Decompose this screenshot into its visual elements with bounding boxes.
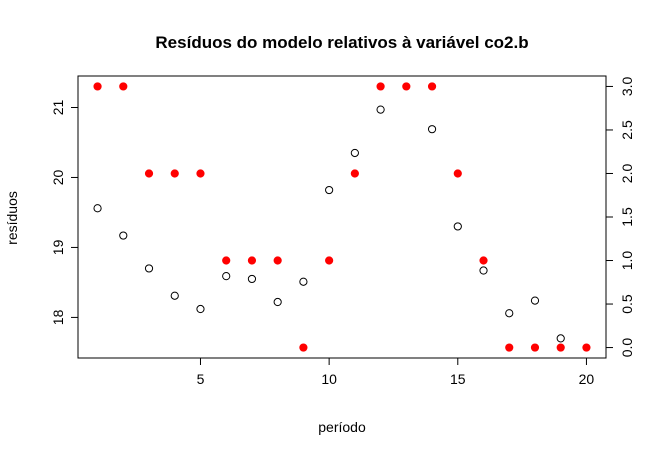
data-point-co2b xyxy=(402,82,411,91)
data-point-co2b xyxy=(582,343,591,352)
data-point-residual xyxy=(247,274,257,284)
data-point-co2b xyxy=(479,256,488,265)
data-point-residual xyxy=(299,277,308,286)
data-point-residual xyxy=(505,309,514,318)
series-co2b xyxy=(93,82,591,352)
data-point-co2b xyxy=(170,169,179,178)
x-axis-label: período xyxy=(318,419,366,435)
data-point-residual xyxy=(556,334,565,343)
data-point-residual xyxy=(144,264,154,273)
data-point-co2b xyxy=(144,169,154,178)
data-point-co2b xyxy=(196,169,205,178)
data-point-residual xyxy=(427,125,437,134)
y2-tick-label: 0.0 xyxy=(619,338,635,358)
data-point-co2b xyxy=(119,82,128,91)
data-point-co2b xyxy=(299,343,308,352)
data-point-residual xyxy=(170,291,179,300)
data-point-co2b xyxy=(325,256,334,265)
plot-area-frame xyxy=(77,75,607,359)
data-point-residual xyxy=(350,148,359,158)
data-point-residual xyxy=(222,272,231,281)
x-tick-label: 10 xyxy=(321,371,337,387)
y-axis-right: 0.0 0.5 1.0 1.5 2.0 2.5 3.0 xyxy=(605,77,635,358)
data-point-co2b xyxy=(505,343,514,352)
y-axis-left: 18 19 20 21 xyxy=(50,99,79,325)
x-tick-label: 20 xyxy=(579,371,595,387)
chart-title: Resíduos do modelo relativos à variável … xyxy=(155,33,528,52)
y-axis-label: resíduos xyxy=(4,191,20,245)
y-tick-label: 20 xyxy=(50,169,66,185)
y2-tick-label: 3.0 xyxy=(619,77,635,97)
data-point-co2b xyxy=(222,256,231,265)
x-tick-label: 15 xyxy=(450,371,466,387)
data-point-co2b xyxy=(350,169,359,178)
x-tick-label: 5 xyxy=(197,371,205,387)
y-tick-label: 19 xyxy=(50,239,66,255)
data-point-residual xyxy=(119,231,128,240)
data-point-co2b xyxy=(376,82,385,91)
y2-tick-label: 1.5 xyxy=(619,207,635,227)
y-tick-label: 21 xyxy=(50,99,66,115)
y2-tick-label: 1.0 xyxy=(619,251,635,271)
data-point-co2b xyxy=(453,169,462,178)
data-point-residual xyxy=(453,222,462,231)
data-point-residual xyxy=(273,297,282,307)
data-point-residual xyxy=(325,185,334,195)
data-point-residual xyxy=(376,105,385,114)
data-point-co2b xyxy=(247,256,257,265)
data-point-residual xyxy=(93,204,102,213)
series-residuals xyxy=(93,105,565,343)
y2-tick-label: 0.5 xyxy=(619,294,635,314)
data-point-co2b xyxy=(273,256,282,265)
data-point-residual xyxy=(479,266,488,275)
y-tick-label: 18 xyxy=(50,309,66,325)
data-point-co2b xyxy=(427,82,437,91)
y2-tick-label: 2.5 xyxy=(619,120,635,140)
y2-tick-label: 2.0 xyxy=(619,164,635,184)
data-point-co2b xyxy=(93,82,102,91)
data-point-residual xyxy=(530,296,540,305)
data-point-residual xyxy=(196,304,205,314)
x-axis: 5 10 15 20 xyxy=(197,357,595,387)
data-point-co2b xyxy=(530,343,540,352)
data-point-co2b xyxy=(556,343,565,352)
